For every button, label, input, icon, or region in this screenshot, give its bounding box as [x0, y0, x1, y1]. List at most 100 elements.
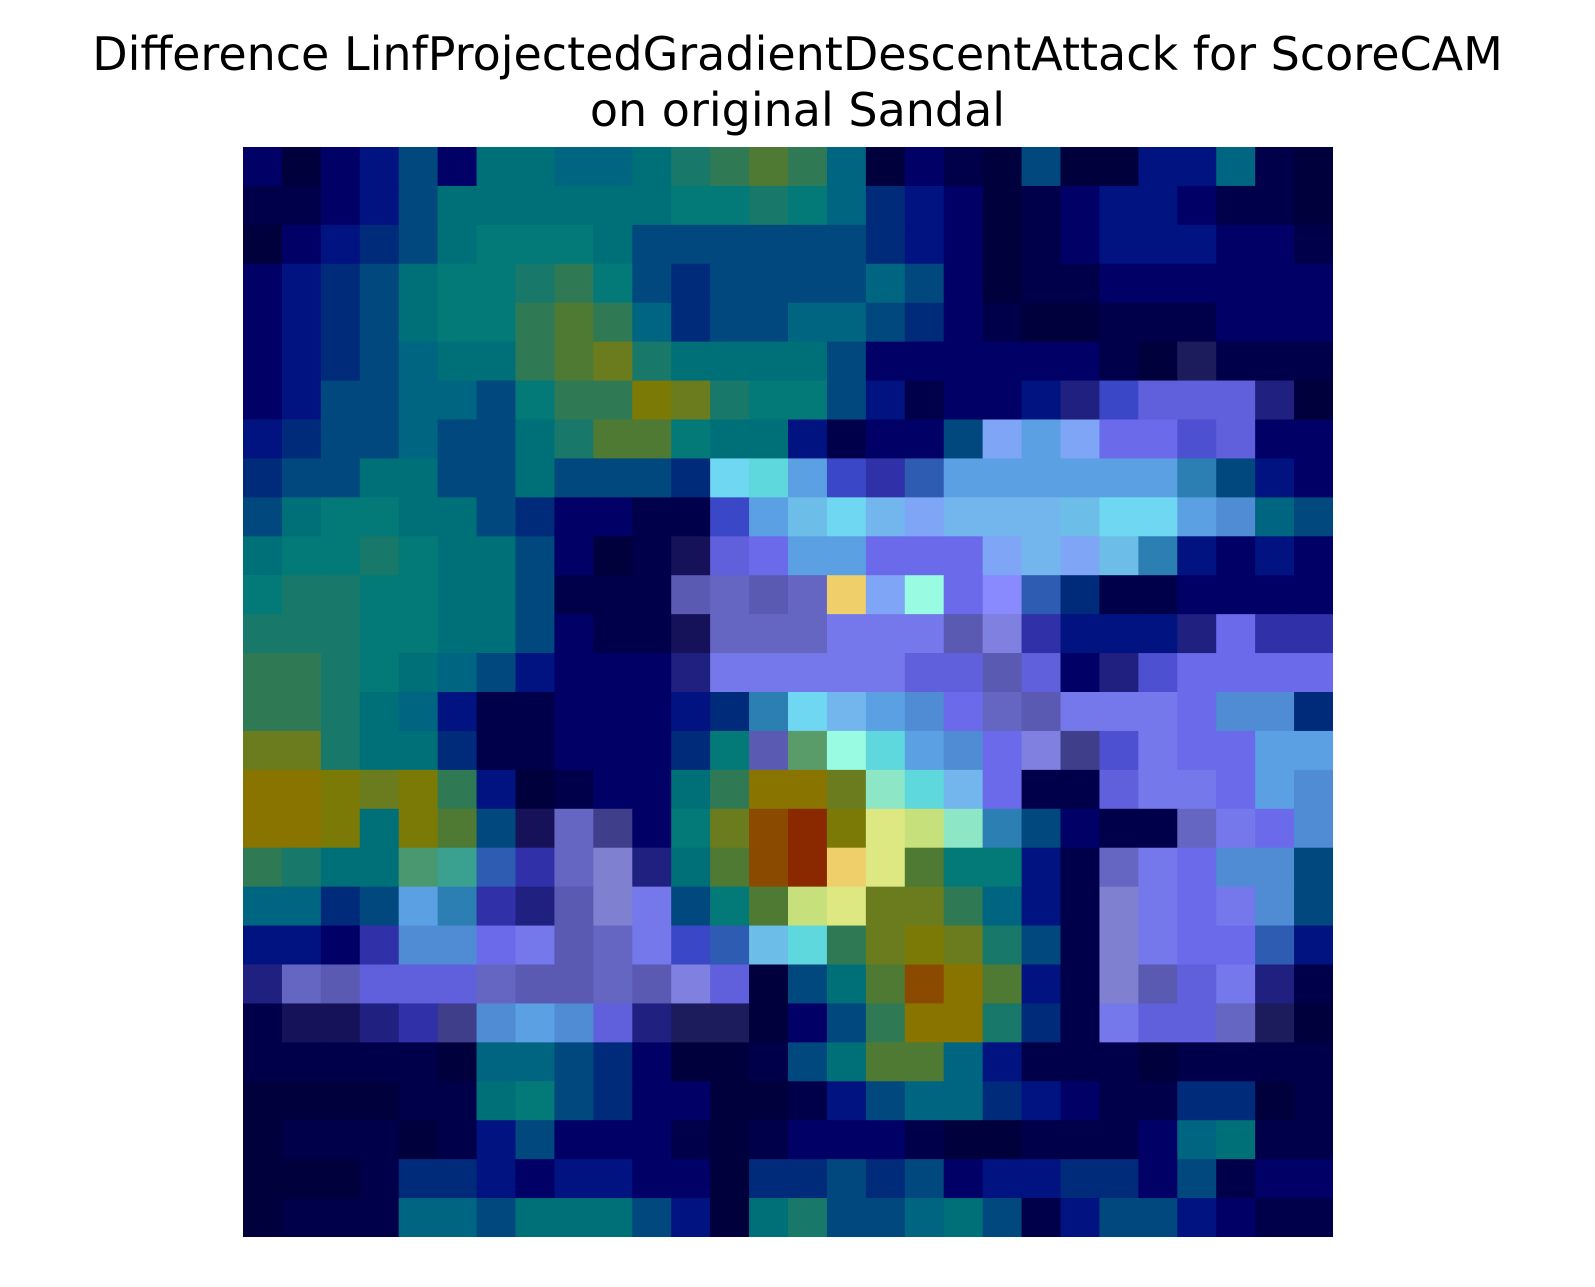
heatmap-cell: [554, 575, 594, 615]
heatmap-cell: [515, 419, 556, 460]
heatmap-cell: [398, 341, 439, 382]
heatmap-cell: [1294, 497, 1333, 537]
heatmap-cell: [398, 964, 439, 1005]
heatmap-cell: [593, 1042, 633, 1082]
heatmap-cell: [1216, 575, 1256, 615]
heatmap-cell: [476, 147, 517, 187]
heatmap-cell: [593, 730, 633, 771]
heatmap-cell: [1294, 964, 1333, 1005]
heatmap-cell: [1177, 1003, 1217, 1043]
heatmap-cell: [1138, 614, 1178, 654]
heatmap-cell: [476, 185, 517, 226]
heatmap-cell: [359, 769, 400, 810]
heatmap-cell: [904, 497, 945, 537]
heatmap-cell: [1255, 147, 1295, 187]
heatmap-cell: [1099, 185, 1139, 226]
heatmap-cell: [476, 224, 517, 265]
heatmap-cell: [671, 1159, 711, 1199]
heatmap-cell: [982, 1120, 1023, 1160]
heatmap-cell: [943, 925, 984, 966]
heatmap-cell: [710, 769, 750, 810]
heatmap-cell: [1138, 847, 1178, 888]
heatmap-cell: [1216, 458, 1256, 498]
heatmap-cell: [943, 964, 984, 1005]
heatmap-cell: [788, 847, 828, 888]
heatmap-cell: [398, 1042, 439, 1082]
heatmap-cell: [398, 653, 439, 693]
heatmap-cell: [320, 147, 361, 187]
heatmap-cell: [1216, 692, 1256, 732]
heatmap-cell: [865, 263, 906, 304]
heatmap-cell: [554, 925, 594, 966]
heatmap-cell: [943, 1003, 984, 1043]
heatmap-cell: [398, 847, 439, 888]
heatmap-cell: [788, 769, 828, 810]
heatmap-cell: [1177, 1198, 1217, 1237]
heatmap-cell: [243, 1198, 283, 1237]
heatmap-cell: [1138, 769, 1178, 810]
heatmap-cell: [943, 263, 984, 304]
heatmap-cell: [1177, 575, 1217, 615]
heatmap-cell: [788, 185, 828, 226]
heatmap-cell: [281, 419, 322, 460]
heatmap-cell: [749, 769, 789, 810]
heatmap-cell: [788, 653, 828, 693]
heatmap-cell: [437, 925, 478, 966]
heatmap-cell: [943, 1081, 984, 1121]
heatmap-cell: [1294, 224, 1333, 265]
heatmap-cell: [826, 1003, 867, 1043]
heatmap-cell: [749, 925, 789, 966]
heatmap-cell: [515, 575, 556, 615]
heatmap-cell: [1216, 147, 1256, 187]
heatmap-cell: [1294, 808, 1333, 849]
heatmap-cell: [1177, 536, 1217, 576]
heatmap-cell: [1177, 847, 1217, 888]
heatmap-cell: [1021, 1120, 1062, 1160]
heatmap-cell: [1294, 1081, 1333, 1121]
heatmap-cell: [554, 692, 594, 732]
heatmap-cell: [788, 263, 828, 304]
heatmap-cell: [1060, 458, 1101, 498]
heatmap-cell: [515, 964, 556, 1005]
heatmap-cell: [1099, 458, 1139, 498]
heatmap-cell: [1099, 1120, 1139, 1160]
heatmap-cell: [1138, 964, 1178, 1005]
heatmap-cell: [359, 458, 400, 498]
heatmap-cell: [982, 302, 1023, 343]
heatmap-cell: [359, 263, 400, 304]
heatmap-cell: [554, 341, 594, 382]
heatmap-cell: [320, 1120, 361, 1160]
heatmap-cell: [710, 1120, 750, 1160]
heatmap-cell: [1255, 808, 1295, 849]
heatmap-cell: [593, 925, 633, 966]
heatmap-cell: [1177, 263, 1217, 304]
heatmap-cell: [749, 808, 789, 849]
heatmap-cell: [865, 886, 906, 927]
heatmap-cell: [243, 185, 283, 226]
heatmap-cell: [982, 847, 1023, 888]
heatmap-cell: [826, 808, 867, 849]
heatmap-cell: [281, 575, 322, 615]
heatmap-cell: [749, 1042, 789, 1082]
heatmap-cell: [710, 730, 750, 771]
heatmap-cell: [1216, 730, 1256, 771]
heatmap-cell: [632, 302, 672, 343]
heatmap-cell: [320, 302, 361, 343]
heatmap-cell: [1294, 692, 1333, 732]
heatmap-cell: [320, 692, 361, 732]
heatmap-cell: [865, 1198, 906, 1237]
heatmap-cell: [243, 419, 283, 460]
heatmap-cell: [826, 886, 867, 927]
heatmap-cell: [281, 653, 322, 693]
heatmap-cell: [243, 497, 283, 537]
heatmap-cell: [904, 1120, 945, 1160]
heatmap-cell: [671, 224, 711, 265]
heatmap-cell: [1021, 1003, 1062, 1043]
heatmap-cell: [554, 614, 594, 654]
heatmap-cell: [788, 575, 828, 615]
heatmap-cell: [943, 730, 984, 771]
heatmap-cell: [320, 1042, 361, 1082]
heatmap-cell: [943, 497, 984, 537]
heatmap-cell: [243, 224, 283, 265]
heatmap-cell: [593, 964, 633, 1005]
